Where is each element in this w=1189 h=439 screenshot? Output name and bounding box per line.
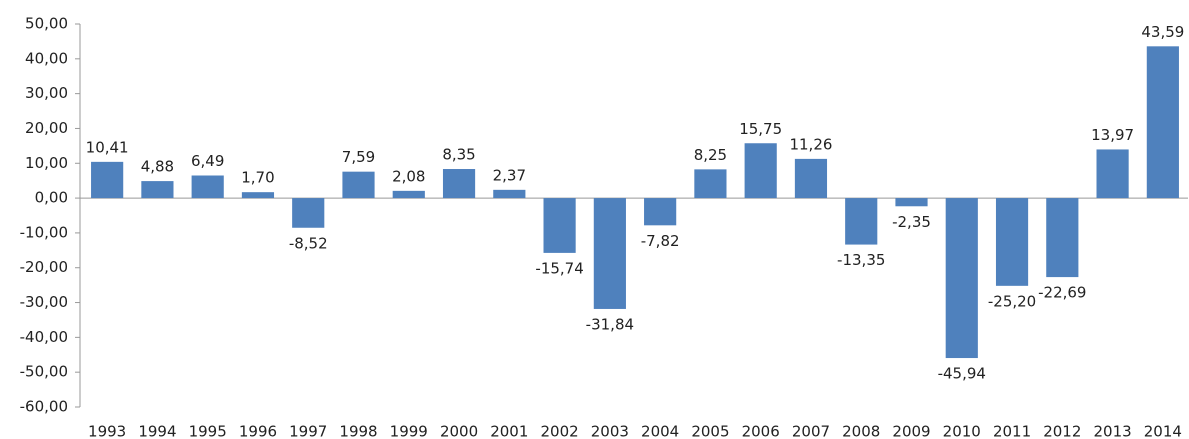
bar [644, 198, 677, 226]
value-label: 4,88 [141, 158, 174, 176]
bar [392, 190, 425, 199]
bar [342, 171, 375, 199]
y-tick-label: 40,00 [25, 49, 68, 67]
bar [593, 198, 626, 309]
y-tick-label: 20,00 [25, 119, 68, 137]
x-tick-label: 2006 [742, 423, 780, 439]
bar [895, 198, 928, 207]
bar [845, 198, 878, 245]
value-label: -7,82 [641, 232, 680, 250]
y-tick-label: 30,00 [25, 84, 68, 102]
bar [744, 143, 777, 199]
x-tick-label: 2008 [842, 423, 880, 439]
y-tick-label: -20,00 [20, 258, 68, 276]
x-tick-label: 1996 [239, 423, 277, 439]
x-tick-label: 2005 [691, 423, 729, 439]
x-tick-label: 2012 [1043, 423, 1081, 439]
value-label: 2,08 [392, 167, 425, 185]
value-label: 11,26 [789, 135, 832, 153]
bar [1046, 198, 1079, 278]
value-label: -31,84 [586, 315, 634, 333]
bar [292, 198, 325, 228]
bar [241, 192, 275, 199]
y-tick-label: -50,00 [20, 363, 68, 381]
bar [442, 169, 476, 199]
value-label: -2,35 [892, 213, 931, 231]
y-tick-label: -40,00 [20, 328, 68, 346]
x-tick-label: 2001 [490, 423, 528, 439]
value-label: 15,75 [739, 120, 782, 138]
value-label: 43,59 [1141, 23, 1184, 41]
bar [694, 169, 727, 199]
bar [995, 198, 1029, 286]
value-label: -45,94 [938, 365, 986, 383]
bar [493, 189, 526, 199]
x-tick-label: 2010 [943, 423, 981, 439]
value-label: 1,70 [241, 169, 274, 187]
y-tick-label: 10,00 [25, 154, 68, 172]
x-tick-label: 2003 [591, 423, 629, 439]
x-tick-label: 2013 [1093, 423, 1131, 439]
y-tick-label: -60,00 [20, 398, 68, 416]
x-tick-label: 2000 [440, 423, 478, 439]
bar [1096, 149, 1129, 199]
value-label: -8,52 [289, 234, 328, 252]
bar [191, 175, 224, 199]
x-tick-label: 1998 [339, 423, 377, 439]
x-tick-label: 2004 [641, 423, 679, 439]
y-tick-label: 50,00 [25, 15, 68, 33]
y-tick-label: 0,00 [35, 189, 68, 207]
x-tick-label: 1993 [88, 423, 126, 439]
value-label: -25,20 [988, 292, 1036, 310]
value-label: 10,41 [86, 138, 129, 156]
bar [945, 198, 978, 359]
x-tick-label: 1999 [390, 423, 428, 439]
bar [91, 161, 124, 199]
value-label: 8,25 [694, 146, 727, 164]
x-tick-label: 2014 [1144, 423, 1182, 439]
x-tick-label: 2007 [792, 423, 830, 439]
x-tick-label: 2009 [892, 423, 930, 439]
y-tick-label: -10,00 [20, 223, 68, 241]
x-tick-label: 1997 [289, 423, 327, 439]
bar [543, 198, 576, 253]
y-tick-label: -30,00 [20, 293, 68, 311]
x-tick-label: 2011 [993, 423, 1031, 439]
x-tick-label: 1995 [189, 423, 227, 439]
value-label: 8,35 [442, 146, 475, 164]
value-label: 6,49 [191, 152, 224, 170]
value-label: -15,74 [535, 259, 583, 277]
bar [794, 158, 828, 199]
x-tick-label: 2002 [540, 423, 578, 439]
value-label: -13,35 [837, 251, 885, 269]
value-label: 2,37 [493, 166, 526, 184]
bar [141, 181, 174, 199]
value-label: -22,69 [1038, 284, 1086, 302]
x-tick-label: 1994 [138, 423, 176, 439]
bar [1146, 46, 1179, 199]
value-label: 7,59 [342, 148, 375, 166]
value-label: 13,97 [1091, 126, 1134, 144]
